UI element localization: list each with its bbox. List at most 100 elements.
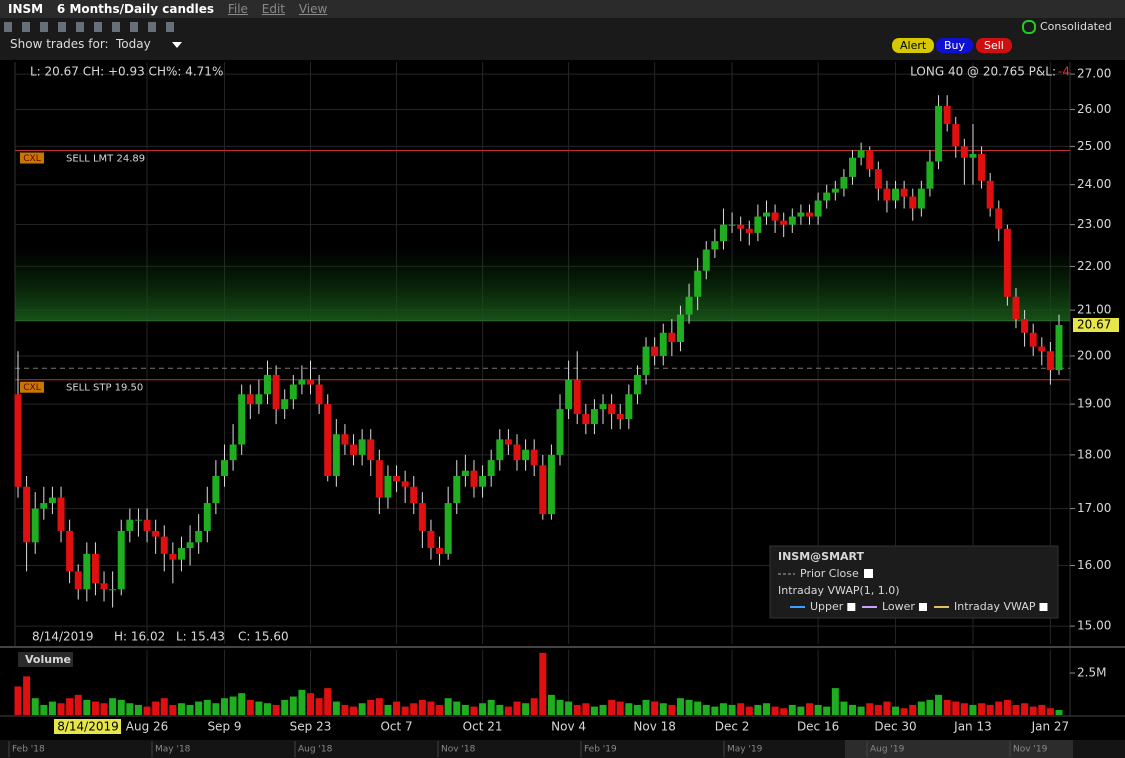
volume-bar	[539, 652, 547, 715]
candle-body	[831, 188, 839, 193]
y-tick-label: 25.00	[1077, 139, 1111, 153]
volume-bar	[410, 703, 418, 715]
volume-bar	[676, 698, 684, 715]
candle-body	[418, 503, 426, 531]
volume-bar	[48, 701, 56, 715]
candle-body	[195, 530, 203, 543]
volume-bar	[298, 689, 306, 715]
candle-body	[659, 332, 667, 356]
tool-icons[interactable]	[4, 22, 174, 32]
candle-body	[350, 444, 358, 455]
volume-bar	[152, 701, 160, 715]
candle-body	[849, 157, 857, 177]
candle-body	[978, 153, 986, 181]
volume-bar	[109, 698, 117, 715]
candle-body	[229, 444, 237, 461]
candle-body	[633, 374, 641, 395]
period[interactable]: 6 Months/Daily candles	[56, 2, 215, 16]
volume-bar	[556, 699, 564, 715]
volume-bar	[711, 706, 719, 715]
menu-item[interactable]: Edit	[261, 2, 286, 16]
candle-body	[651, 346, 659, 356]
legend-box[interactable]	[769, 545, 1059, 619]
menu-item[interactable]: File	[227, 2, 248, 16]
y-tick-label: 27.00	[1077, 67, 1111, 81]
candle-body	[496, 439, 504, 461]
candle-body	[48, 497, 56, 504]
navigator[interactable]	[0, 740, 1125, 758]
candle-body	[969, 153, 977, 158]
candle-body	[900, 188, 908, 197]
volume-bar	[719, 703, 727, 715]
y-tick-label: 22.00	[1077, 259, 1111, 273]
volume-bar	[134, 704, 142, 715]
candle-body	[203, 503, 211, 531]
symbol[interactable]: INSM	[8, 2, 44, 16]
crosshair-axis-label: 8/14/2019	[57, 720, 119, 734]
volume-bar	[831, 688, 839, 715]
show-trades-value[interactable]: Today	[116, 37, 151, 51]
volume-bar	[1021, 703, 1029, 715]
volume-bar	[160, 698, 168, 715]
volume-bar	[23, 676, 31, 715]
candle-body	[711, 241, 719, 250]
volume-bar	[324, 688, 332, 715]
candle-body	[1021, 319, 1029, 333]
volume-bar	[513, 701, 521, 715]
candle-body	[358, 439, 366, 455]
y-tick-label: 20.00	[1077, 348, 1111, 362]
volume-bar	[143, 706, 151, 715]
volume-bar	[1055, 709, 1063, 715]
candle-body	[909, 196, 917, 209]
volume-bar	[694, 701, 702, 715]
candle-body	[40, 503, 48, 509]
navigator-label: Feb '18	[12, 745, 45, 755]
feed[interactable]: Consolidated	[1040, 20, 1112, 33]
legend-check[interactable]	[864, 569, 873, 578]
candle-body	[177, 548, 185, 560]
alert-button[interactable]: Alert	[892, 38, 935, 53]
candle-body	[212, 475, 220, 504]
pnl: -4	[1058, 65, 1070, 79]
candle-body	[453, 475, 461, 504]
candle-body	[100, 583, 108, 590]
x-tick-label: Sep 23	[290, 720, 332, 734]
candle-body	[599, 404, 607, 410]
sell-button[interactable]: Sell	[976, 38, 1012, 53]
buy-button[interactable]: Buy	[936, 38, 974, 53]
volume-bar	[599, 704, 607, 715]
candle-body	[590, 409, 598, 425]
volume-bar	[307, 693, 315, 715]
volume-bar	[487, 699, 495, 715]
volume-bar	[814, 704, 822, 715]
y-tick-label: 24.00	[1077, 177, 1111, 191]
volume-bar	[754, 704, 762, 715]
legend-check[interactable]	[918, 603, 927, 611]
candle-body	[1046, 351, 1054, 371]
candle-body	[324, 404, 332, 476]
candle-body	[470, 470, 478, 487]
volume-bar	[702, 704, 710, 715]
last-price-tag	[1073, 317, 1119, 332]
volume-bar	[393, 701, 401, 715]
legend-check[interactable]	[847, 603, 856, 611]
x-tick-label: Aug 26	[126, 720, 169, 734]
candle-body	[530, 449, 538, 466]
cancel-tag-label[interactable]: CXL	[23, 383, 40, 393]
volume-bar	[1029, 706, 1037, 715]
cancel-tag-label[interactable]: CXL	[23, 154, 40, 164]
candle-body	[332, 434, 340, 476]
volume-bar	[263, 703, 271, 715]
volume-bar	[91, 701, 99, 715]
menu-item[interactable]: View	[298, 2, 328, 16]
legend-check[interactable]	[1039, 603, 1048, 611]
navigator-label: May '18	[155, 745, 191, 755]
candle-body	[547, 454, 555, 515]
candle-body	[694, 270, 702, 297]
crosshair-high: H: 16.02	[114, 630, 165, 644]
volume-bar	[943, 699, 951, 715]
dropdown-arrow[interactable]	[172, 42, 182, 48]
navigator-window[interactable]	[845, 740, 1073, 758]
volume-bar	[470, 706, 478, 715]
navigator-label: Aug '18	[298, 745, 333, 755]
